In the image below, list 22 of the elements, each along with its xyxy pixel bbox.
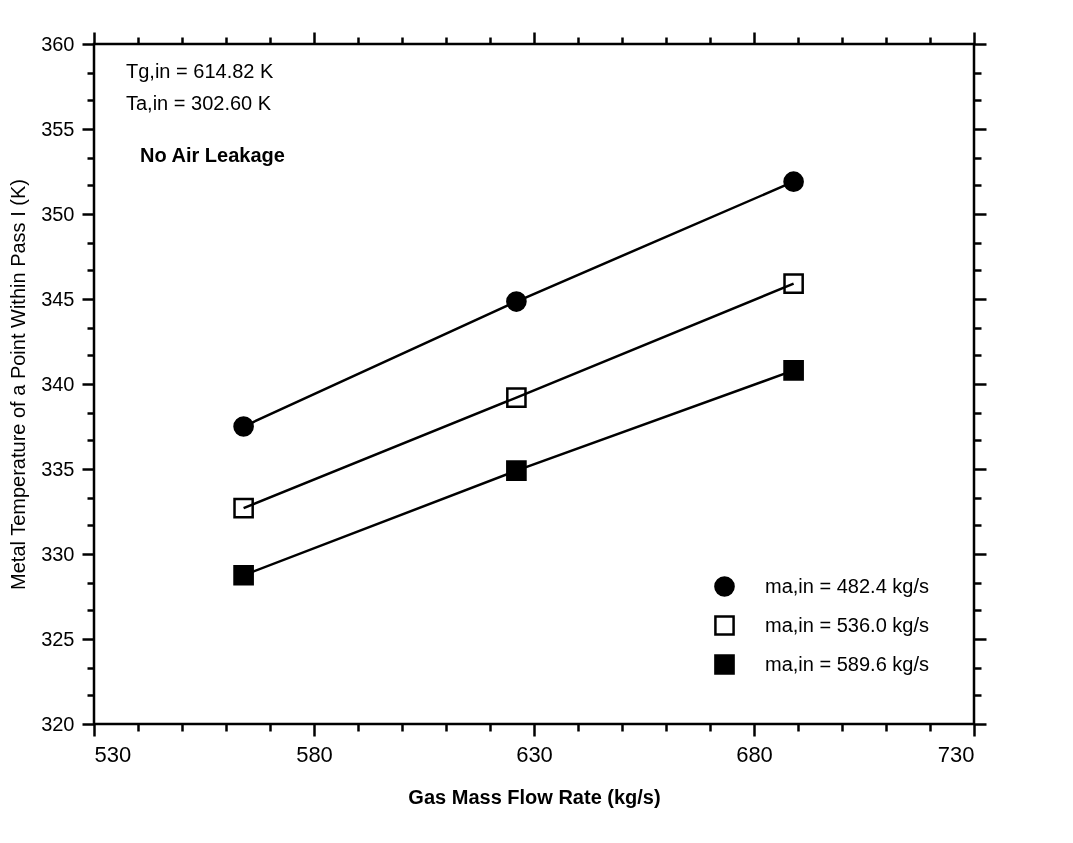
x-tick-label: 680 xyxy=(736,741,773,767)
legend-label: ma,in = 482.4 kg/s xyxy=(765,574,929,597)
y-tick-label: 350 xyxy=(41,202,75,225)
x-tick-label: 630 xyxy=(516,741,553,767)
annotation: No Air Leakage xyxy=(140,144,285,166)
x-tick-label: 530 xyxy=(94,741,132,767)
annotation: Tg,in = 614.82 K xyxy=(126,60,274,82)
y-tick-label: 330 xyxy=(41,542,75,565)
x-tick-label: 580 xyxy=(296,741,333,767)
y-tick-label: 320 xyxy=(41,712,75,735)
annotation: Ta,in = 302.60 K xyxy=(126,92,272,114)
legend-label: ma,in = 589.6 kg/s xyxy=(765,652,929,675)
y-axis-title: Metal Temperature of a Point Within Pass I (K) xyxy=(7,179,30,590)
x-tick-label: 730 xyxy=(937,741,975,767)
y-tick-label: 340 xyxy=(41,372,75,395)
x-axis-title: Gas Mass Flow Rate (kg/s) xyxy=(408,785,661,808)
y-tick-label: 335 xyxy=(41,457,75,480)
y-tick-label: 355 xyxy=(41,117,75,140)
y-tick-label: 360 xyxy=(41,32,75,55)
y-tick-label: 345 xyxy=(41,287,75,310)
legend-label: ma,in = 536.0 kg/s xyxy=(765,613,929,636)
y-tick-label: 325 xyxy=(41,627,75,650)
